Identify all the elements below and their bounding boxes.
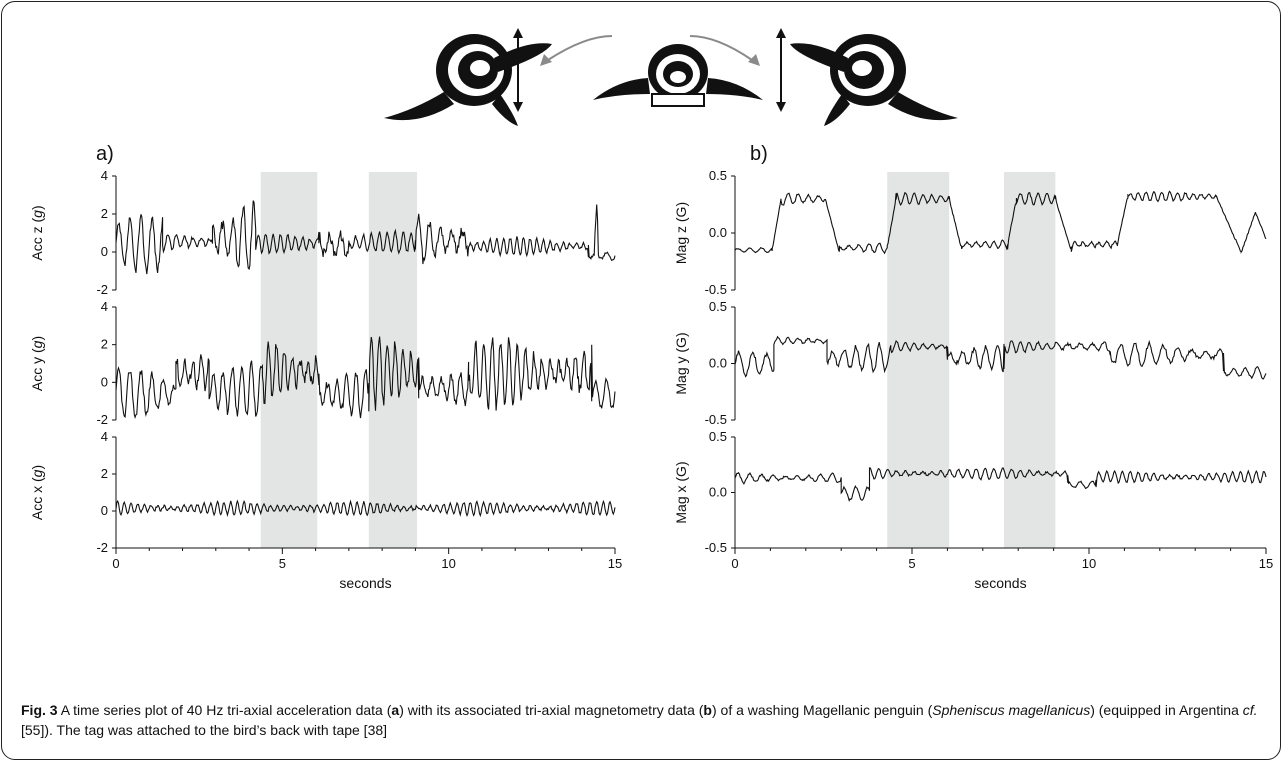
- penguin-eye: [470, 60, 490, 76]
- caption-part: A time series plot of 40 Hz tri-axial ac…: [60, 702, 392, 718]
- y-tick-label: 4: [101, 299, 108, 314]
- curved-arrow-icon: [547, 35, 613, 61]
- caption-text: A time series plot of 40 Hz tri-axial ac…: [21, 702, 1258, 738]
- y-tick-label: -0.5: [705, 282, 727, 297]
- y-tick-label: -0.5: [705, 412, 727, 427]
- y-axis-label: Mag y (G): [673, 332, 689, 394]
- penguin-foot: [492, 94, 518, 126]
- series-line: [734, 335, 1267, 380]
- penguin-icon: [790, 34, 958, 126]
- x-tick-label: 10: [441, 556, 455, 571]
- shaded-interval: [368, 172, 418, 548]
- y-axis-label-unit: g: [29, 469, 45, 477]
- y-axis-label-main: Acc y (: [29, 348, 45, 391]
- y-tick-label: 4: [101, 429, 108, 444]
- y-axis-label-end: ): [29, 205, 45, 210]
- y-tick-label: -2: [96, 412, 108, 427]
- series-line: [734, 467, 1267, 502]
- penguin-eye: [670, 71, 686, 83]
- y-axis-label: Acc z (g): [29, 205, 45, 260]
- y-axis-label: Acc y (g): [29, 336, 45, 391]
- y-axis-label-main: Acc x (: [29, 477, 45, 520]
- y-tick-label: 2: [101, 337, 108, 352]
- caption-part: a: [391, 702, 400, 718]
- y-tick-label: -2: [96, 540, 108, 555]
- x-axis-label: seconds: [974, 575, 1026, 591]
- x-axis-label: seconds: [339, 575, 391, 591]
- caption-part: cf.: [1242, 702, 1258, 718]
- y-tick-label: 4: [101, 168, 108, 183]
- y-tick-label: 0.0: [709, 485, 727, 500]
- caption-part: [55]). The tag was attached to the bird’…: [21, 722, 388, 738]
- figure-caption: Fig. 3 A time series plot of 40 Hz tri-a…: [21, 700, 1266, 740]
- y-tick-label: 0.0: [709, 225, 727, 240]
- y-axis-label: Mag x (G): [673, 461, 689, 523]
- series-line: [734, 190, 1267, 255]
- y-axis-label-end: ): [29, 465, 45, 470]
- caption-part: Spheniscus magellanicus: [932, 702, 1091, 718]
- y-axis-label-main: Acc z (: [29, 218, 45, 261]
- shaded-interval: [260, 172, 318, 548]
- y-tick-label: 0: [101, 374, 108, 389]
- vertical-arrow-icon-head: [513, 102, 523, 112]
- y-axis-label-main: Mag x (G): [673, 461, 689, 523]
- x-tick-label: 15: [1259, 556, 1273, 571]
- caption-label: Fig. 3: [21, 702, 58, 718]
- vertical-arrow-icon-head: [776, 28, 786, 38]
- y-tick-label: 0.5: [709, 168, 727, 183]
- penguin-flipper: [593, 78, 650, 100]
- vertical-arrow-icon-head: [513, 28, 523, 38]
- x-tick-label: 10: [1082, 556, 1096, 571]
- curved-arrow-icon: [689, 35, 753, 61]
- vertical-arrow-icon-head: [776, 102, 786, 112]
- penguin-foot: [824, 94, 850, 126]
- x-tick-label: 15: [608, 556, 622, 571]
- x-tick-label: 5: [908, 556, 915, 571]
- y-axis-label-main: Mag y (G): [673, 332, 689, 394]
- series-line: [115, 499, 616, 518]
- y-axis-label-unit: g: [29, 210, 45, 218]
- x-tick-label: 0: [112, 556, 119, 571]
- penguin-icon: [384, 34, 552, 126]
- penguin-tag: [651, 93, 705, 107]
- penguin-flipper: [790, 43, 848, 72]
- y-axis-label: Mag z (G): [673, 202, 689, 264]
- y-tick-label: 2: [101, 206, 108, 221]
- shaded-interval: [1004, 172, 1056, 548]
- series-line: [115, 336, 616, 419]
- caption-part: b: [703, 702, 712, 718]
- y-axis-label-unit: g: [29, 340, 45, 348]
- y-tick-label: 2: [101, 466, 108, 481]
- penguin-flipper: [494, 43, 552, 72]
- penguin-flipper: [384, 92, 454, 121]
- series-line: [115, 200, 616, 275]
- y-tick-label: -2: [96, 282, 108, 297]
- y-tick-label: 0: [101, 503, 108, 518]
- penguin-icon: [593, 44, 763, 107]
- penguin-flipper: [706, 78, 763, 100]
- penguin-eye: [852, 60, 872, 76]
- curved-arrow-head: [748, 54, 760, 66]
- caption-part: ) (equipped in Argentina: [1090, 702, 1243, 718]
- panel-label: b): [750, 143, 768, 165]
- y-axis-label-end: ): [29, 336, 45, 341]
- y-tick-label: -0.5: [705, 540, 727, 555]
- y-axis-label: Acc x (g): [29, 465, 45, 520]
- curved-arrow-head: [540, 54, 552, 66]
- shaded-interval: [887, 172, 950, 548]
- caption-part: ) of a washing Magellanic penguin (: [711, 702, 933, 718]
- y-tick-label: 0: [101, 244, 108, 259]
- panel-label: a): [96, 143, 114, 165]
- y-tick-label: 0.0: [709, 356, 727, 371]
- y-tick-label: 0.5: [709, 299, 727, 314]
- penguin-flipper: [888, 92, 958, 121]
- caption-part: ) with its associated tri-axial magnetom…: [399, 702, 704, 718]
- y-axis-label-main: Mag z (G): [673, 202, 689, 264]
- y-tick-label: 0.5: [709, 429, 727, 444]
- x-tick-label: 0: [731, 556, 738, 571]
- x-tick-label: 5: [279, 556, 286, 571]
